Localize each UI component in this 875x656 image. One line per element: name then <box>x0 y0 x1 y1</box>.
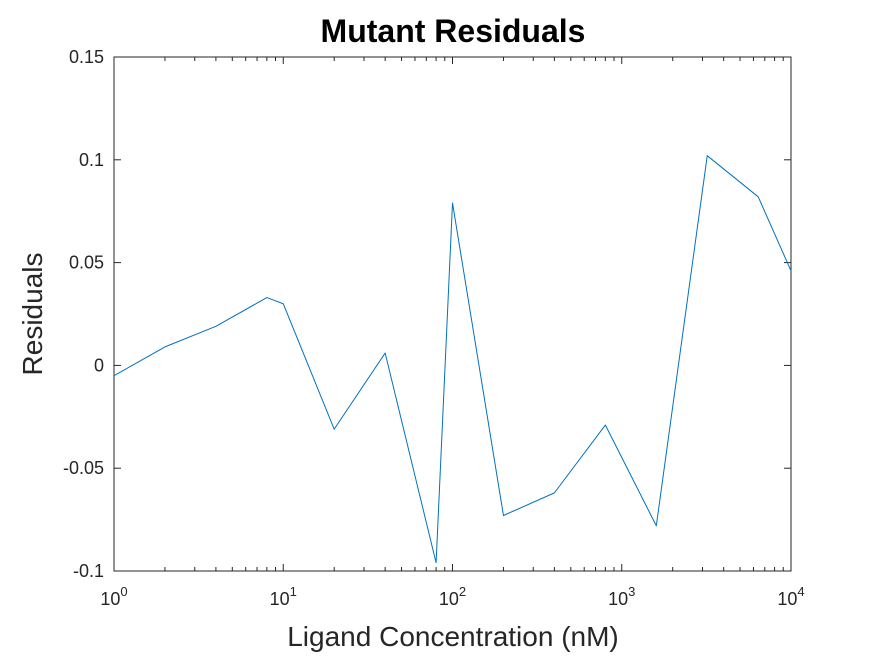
y-tick-label: -0.05 <box>63 458 104 478</box>
y-tick-label: 0 <box>94 355 104 375</box>
plot-area <box>113 56 792 572</box>
y-axis-label: Residuals <box>17 253 48 376</box>
x-tick-base: 10 <box>270 589 290 609</box>
x-tick-label: 102 <box>439 584 466 609</box>
y-tick-label: 0.1 <box>79 150 104 170</box>
x-axis-label: Ligand Concentration (nM) <box>287 621 619 652</box>
x-tick-exponent: 0 <box>120 584 127 599</box>
x-axis: 100 101 102 103 104 <box>100 57 805 609</box>
x-tick-label: 100 <box>100 584 127 609</box>
x-tick-exponent: 4 <box>797 584 804 599</box>
series-group <box>113 155 792 564</box>
x-tick-label: 101 <box>270 584 297 609</box>
x-tick-base: 10 <box>100 589 120 609</box>
y-tick-label: 0.05 <box>69 253 104 273</box>
chart-title: Mutant Residuals <box>321 13 586 49</box>
series-line <box>113 155 792 564</box>
x-tick-exponent: 3 <box>628 584 635 599</box>
x-tick-exponent: 2 <box>459 584 466 599</box>
x-tick-label: 103 <box>608 584 635 609</box>
x-tick-exponent: 1 <box>290 584 297 599</box>
y-tick-label: -0.1 <box>73 561 104 581</box>
y-tick-label: 0.15 <box>69 47 104 67</box>
y-axis: -0.1 -0.05 0 0.05 0.1 0.15 <box>63 47 791 581</box>
x-tick-label: 104 <box>777 584 804 609</box>
x-tick-base: 10 <box>777 589 797 609</box>
x-tick-base: 10 <box>608 589 628 609</box>
x-tick-base: 10 <box>439 589 459 609</box>
